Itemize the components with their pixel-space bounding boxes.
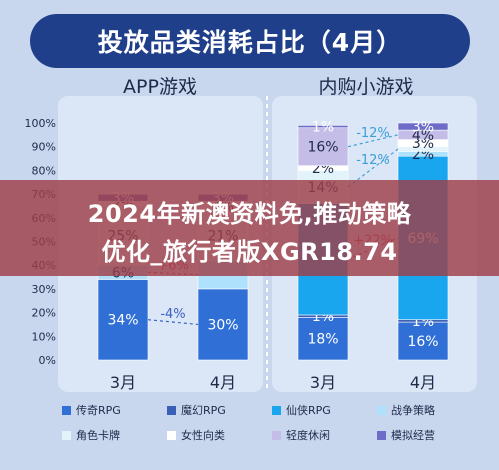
bar-data-label: 4% <box>412 128 434 144</box>
legend-item: 仙侠RPG <box>272 402 377 418</box>
legend-swatch <box>62 405 71 415</box>
overlay-banner: 2024年新澳资料免,推动策略 优化_旅行者版XGR18.74 <box>0 180 499 276</box>
banner-line-2: 优化_旅行者版XGR18.74 <box>101 238 398 266</box>
legend-swatch <box>272 430 281 440</box>
change-connector <box>347 134 399 148</box>
change-annotation: -12% <box>356 153 390 168</box>
bar-segment <box>97 279 149 361</box>
y-tick-label: 90% <box>32 141 56 154</box>
x-category-label: 4月 <box>410 373 436 392</box>
y-tick-label: 30% <box>32 283 56 296</box>
chart-title: 投放品类消耗占比（4月） <box>30 14 470 68</box>
change-connector <box>147 319 199 326</box>
legend-swatch <box>377 405 386 415</box>
legend-label: 女性向类 <box>181 429 225 442</box>
legend-swatch <box>167 405 176 415</box>
legend-item: 战争策略 <box>377 402 482 418</box>
x-category-label: 3月 <box>110 373 136 392</box>
bar-data-label: 16% <box>307 140 338 156</box>
legend-item: 模拟经营 <box>377 427 482 443</box>
change-connector <box>347 148 399 188</box>
bar-segment <box>297 127 349 166</box>
legend-label: 传奇RPG <box>76 404 121 417</box>
y-tick-label: 20% <box>32 307 56 320</box>
legend-label: 轻度休闲 <box>286 429 330 442</box>
change-annotation: -12% <box>356 126 390 141</box>
x-category-label: 4月 <box>210 373 236 392</box>
legend-swatch <box>62 430 71 440</box>
bar-segment <box>297 125 349 129</box>
chart-legend: 传奇RPG 魔幻RPG 仙侠RPG 战争策略角色卡牌 女性向类 轻度休闲 模拟经营 <box>62 402 482 443</box>
y-tick-label: 0% <box>39 354 56 367</box>
bar-data-label: 34% <box>107 313 138 329</box>
legend-item: 角色卡牌 <box>62 427 167 443</box>
legend-label: 魔幻RPG <box>181 404 226 417</box>
bar-data-label: 3% <box>412 120 434 136</box>
y-tick-label: 80% <box>32 164 56 177</box>
panel-title-app-games: APP游戏 <box>123 76 197 98</box>
legend-label: 模拟经营 <box>391 429 435 442</box>
bar-data-label: 18% <box>307 332 338 348</box>
legend-swatch <box>377 430 386 440</box>
legend-item: 女性向类 <box>167 427 272 443</box>
bar-segment <box>297 317 349 361</box>
banner-line-1: 2024年新澳资料免,推动策略 <box>87 200 412 228</box>
legend-label: 仙侠RPG <box>286 404 331 417</box>
bar-data-label: 3% <box>412 136 434 152</box>
y-tick-label: 100% <box>25 117 56 130</box>
bar-data-label: 16% <box>407 334 438 350</box>
legend-item: 轻度休闲 <box>272 427 377 443</box>
legend-swatch <box>272 405 281 415</box>
bar-data-label: 30% <box>207 317 238 333</box>
x-category-label: 3月 <box>310 373 336 392</box>
legend-label: 角色卡牌 <box>76 429 120 442</box>
legend-swatch <box>167 430 176 440</box>
bar-segment <box>197 288 249 361</box>
panel-title-minigames: 内购小游戏 <box>318 76 414 98</box>
bar-data-label: 1% <box>312 120 334 136</box>
legend-item: 魔幻RPG <box>167 402 272 418</box>
legend-label: 战争策略 <box>391 404 435 417</box>
y-tick-label: 10% <box>32 330 56 343</box>
bar-segment <box>397 122 449 131</box>
legend-item: 传奇RPG <box>62 402 167 418</box>
change-annotation: -4% <box>160 307 185 322</box>
